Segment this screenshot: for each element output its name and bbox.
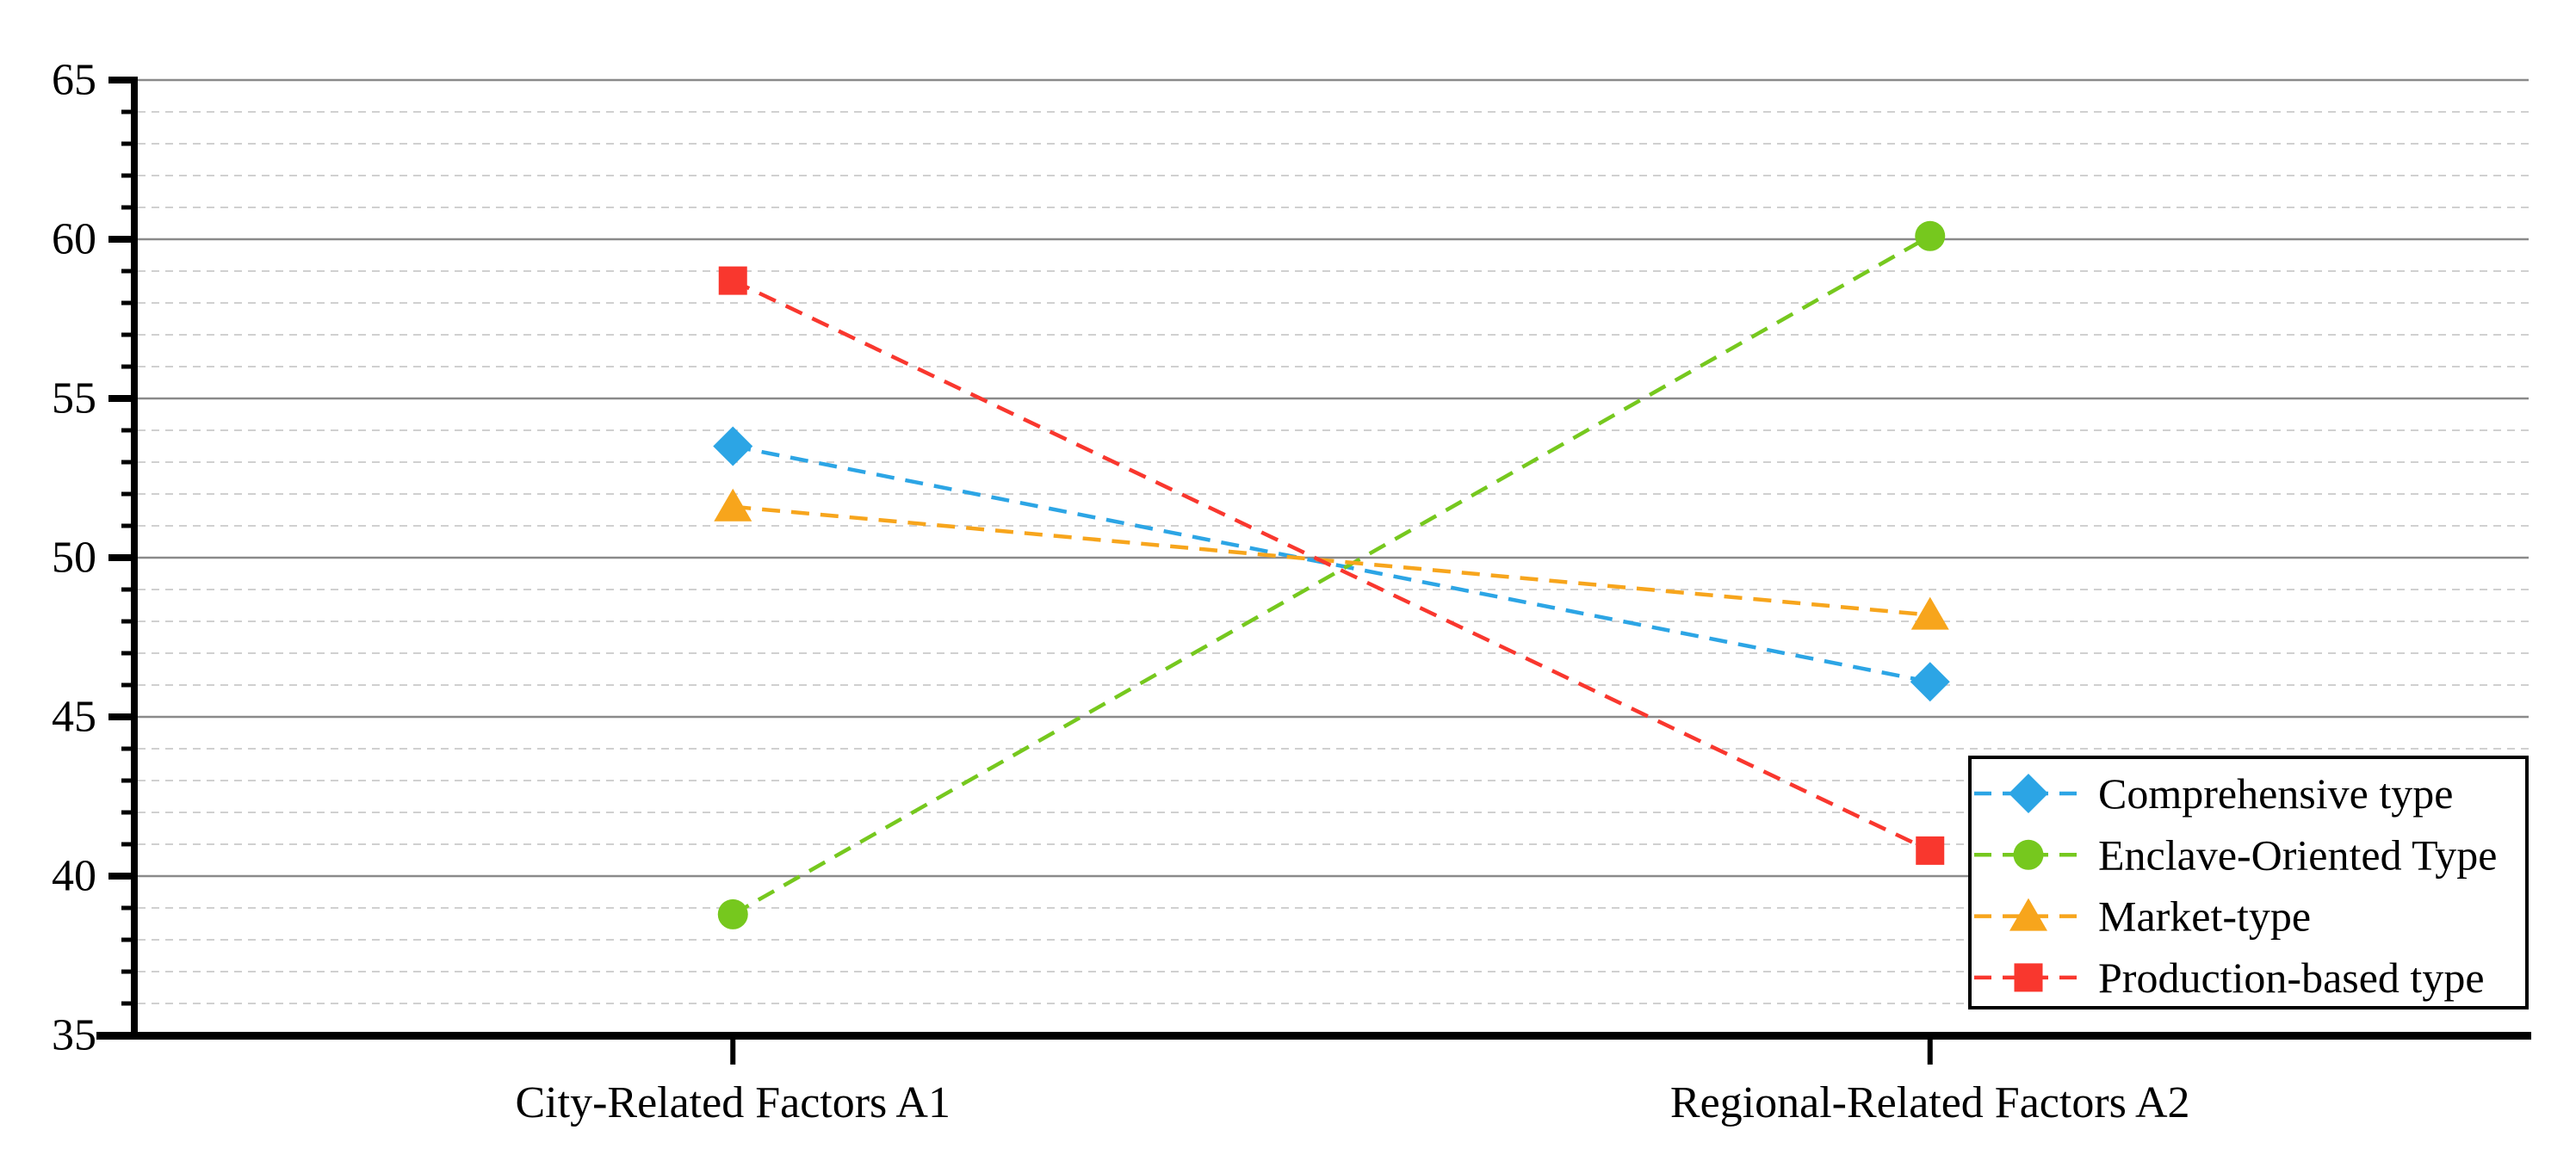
y-minor-tick — [121, 428, 134, 433]
y-major-tick — [108, 873, 134, 880]
legend-border — [1968, 756, 2529, 1009]
y-tick-label: 40 — [52, 852, 96, 901]
y-minor-tick — [121, 205, 134, 210]
legend-entry-production-based-type: Production-based type — [1974, 954, 2485, 1002]
x-category-tick — [1927, 1035, 1933, 1065]
circle-marker — [1915, 220, 1946, 251]
legend-entry-market-type: Market-type — [1974, 892, 2311, 941]
y-minor-tick — [121, 332, 134, 337]
y-tick-label: 35 — [52, 1011, 96, 1060]
y-major-tick — [108, 1032, 134, 1039]
y-major-tick — [108, 395, 134, 402]
x-category-label: Regional-Related Factors A2 — [1670, 1078, 2190, 1127]
y-major-tick — [108, 713, 134, 720]
legend-box: Comprehensive type Enclave-Oriented Type M… — [1968, 756, 2529, 1009]
legend-label: Production-based type — [2098, 954, 2485, 1002]
series-line-market-type — [733, 504, 1930, 617]
square-marker — [1916, 836, 1945, 865]
y-tick-label: 45 — [52, 693, 96, 742]
y-minor-tick — [121, 460, 134, 465]
y-minor-tick — [121, 746, 134, 751]
y-minor-tick — [121, 778, 134, 783]
y-minor-tick — [121, 619, 134, 624]
y-minor-tick — [121, 523, 134, 528]
y-minor-tick — [121, 651, 134, 656]
legend-entry-comprehensive-type: Comprehensive type — [1974, 769, 2453, 818]
y-tick-label: 65 — [52, 56, 96, 105]
series-market-type — [714, 488, 1949, 630]
y-minor-tick — [121, 1001, 134, 1006]
y-minor-tick — [121, 173, 134, 178]
series-production-based-type — [718, 266, 1945, 865]
y-minor-tick — [121, 937, 134, 942]
y-minor-tick — [121, 300, 134, 306]
x-category-tick — [730, 1035, 736, 1065]
y-minor-tick — [121, 810, 134, 815]
y-minor-tick — [121, 587, 134, 592]
series-line-enclave-oriented-type — [732, 234, 1931, 917]
y-minor-tick — [121, 491, 134, 497]
y-tick-label: 55 — [52, 374, 96, 423]
series-enclave-oriented-type — [717, 220, 1946, 929]
legend-circle-marker — [2013, 839, 2044, 870]
legend-label: Enclave-Oriented Type — [2098, 830, 2497, 879]
y-minor-tick — [121, 842, 134, 847]
y-major-tick — [108, 554, 134, 561]
y-minor-tick — [121, 364, 134, 369]
y-ticks: 35 40 45 50 55 60 65 — [52, 56, 134, 1060]
series-line-production-based-type — [732, 279, 1931, 853]
y-minor-tick — [121, 109, 134, 114]
y-minor-tick — [121, 682, 134, 688]
y-minor-tick — [121, 905, 134, 911]
y-major-tick — [108, 236, 134, 243]
legend-label: Comprehensive type — [2098, 769, 2453, 818]
y-tick-label: 50 — [52, 534, 96, 583]
square-marker — [718, 266, 747, 295]
y-minor-tick — [121, 969, 134, 974]
legend-triangle-marker — [2009, 898, 2047, 931]
y-minor-tick — [121, 269, 134, 274]
y-major-tick — [108, 77, 134, 83]
series-comprehensive-type — [713, 426, 1950, 702]
y-tick-label: 60 — [52, 215, 96, 264]
diamond-marker — [1910, 662, 1950, 702]
x-axis — [96, 1032, 2531, 1040]
y-minor-tick — [121, 141, 134, 146]
circle-marker — [717, 898, 748, 929]
legend-entry-enclave-oriented-type: Enclave-Oriented Type — [1974, 830, 2497, 879]
legend-diamond-marker — [2009, 774, 2048, 813]
x-category-label: City-Related Factors A1 — [516, 1078, 951, 1127]
legend-label: Market-type — [2098, 892, 2311, 941]
triangle-marker — [1910, 596, 1949, 630]
legend-square-marker — [2014, 963, 2043, 992]
gridlines — [138, 78, 2529, 1004]
triangle-marker — [714, 488, 752, 522]
diamond-marker — [713, 426, 753, 466]
